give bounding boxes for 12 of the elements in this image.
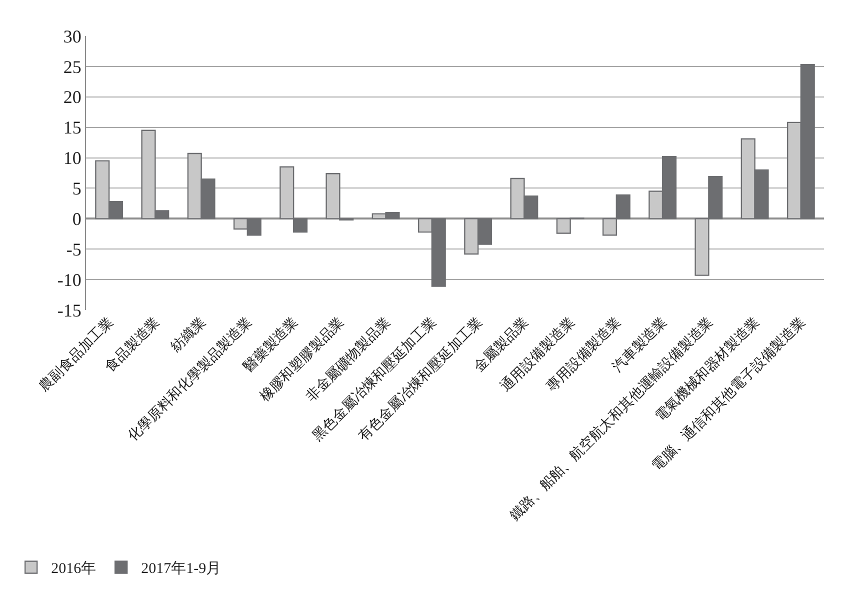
y-tick-label: -15 [57, 300, 82, 320]
y-tick-label: 0 [72, 208, 82, 229]
legend-label: 2016年 [51, 560, 96, 578]
y-tick-label: -5 [66, 239, 82, 260]
y-tick-label: 20 [63, 87, 82, 108]
y-tick-label: 15 [63, 118, 82, 138]
y-tick-label: 30 [63, 26, 82, 46]
y-tick-label: 25 [63, 56, 82, 77]
y-tick-label: 10 [63, 148, 82, 168]
legend-label: 2017年1-9月 [141, 560, 222, 578]
y-tick-label: -10 [57, 270, 82, 290]
y-tick-label: 5 [72, 178, 82, 199]
